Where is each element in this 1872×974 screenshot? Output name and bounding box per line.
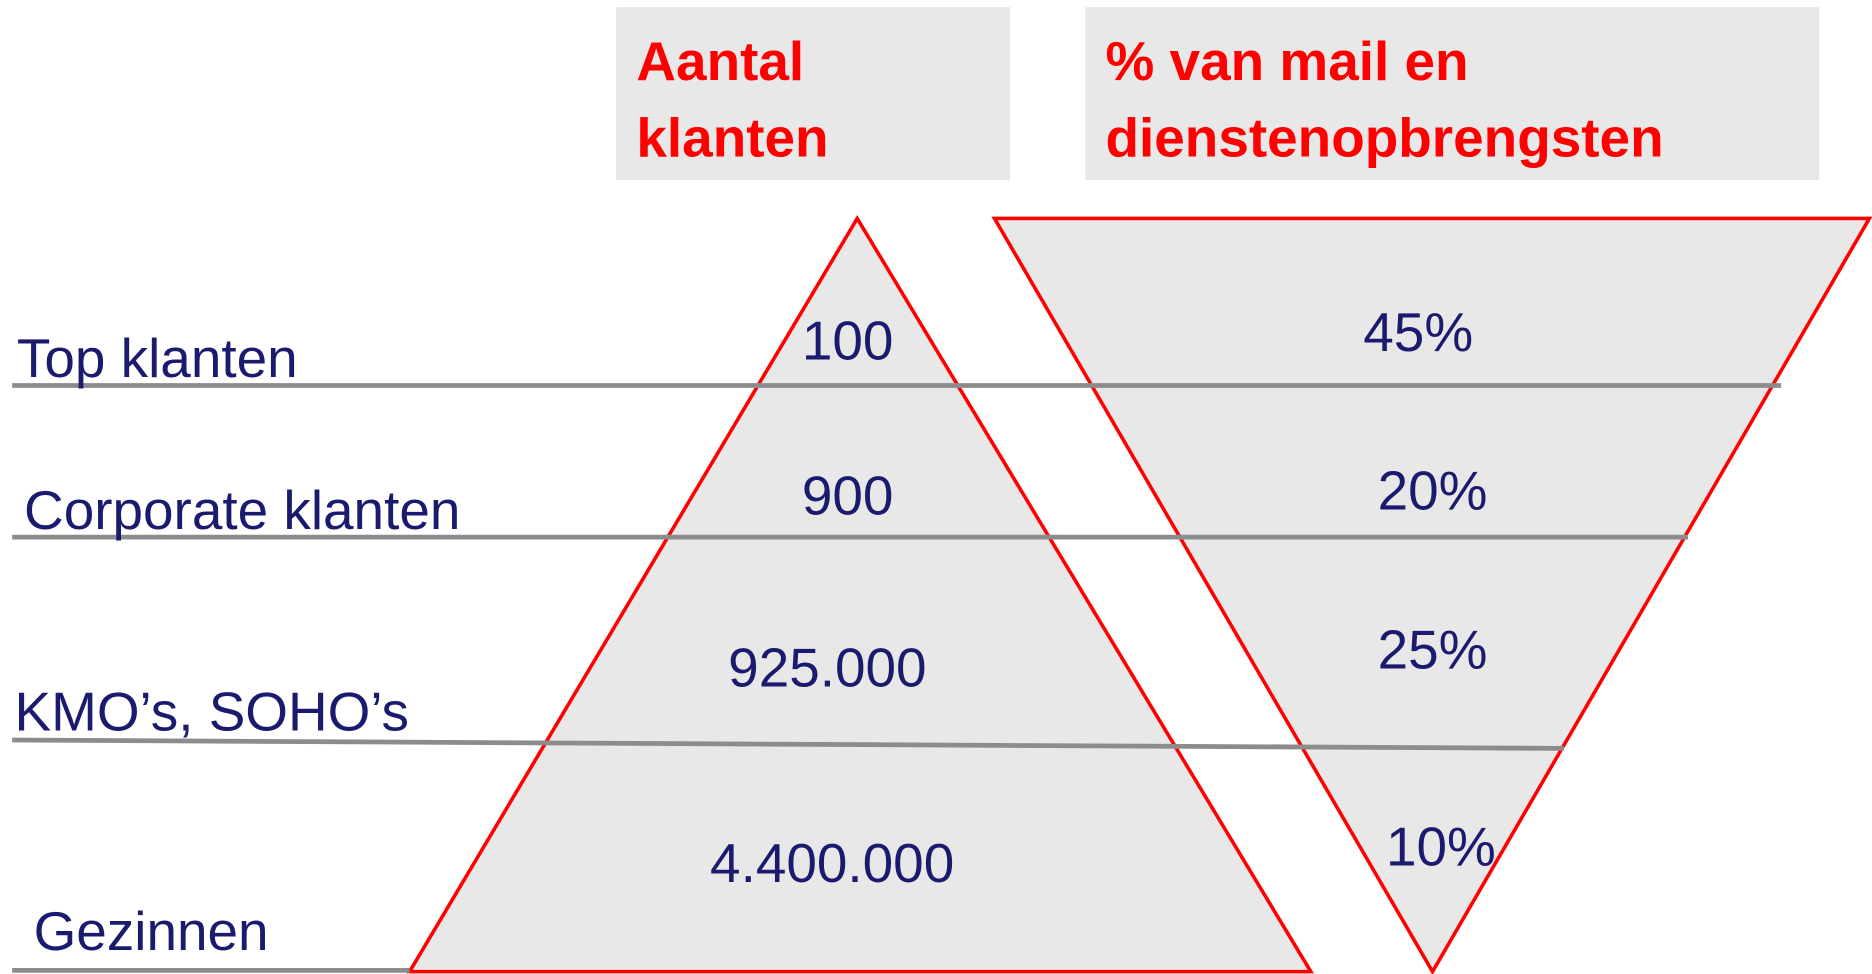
header-text: Aantal: [636, 30, 804, 92]
header-text: % van mail en: [1105, 30, 1468, 92]
inverted-pyramid: [991, 216, 1872, 974]
separator: [12, 737, 1564, 751]
segment-label: Gezinnen: [34, 900, 269, 962]
customer-count: 900: [802, 464, 894, 526]
header-box: [1085, 7, 1820, 181]
revenue-share: 10%: [1386, 815, 1496, 877]
revenue-share: 45%: [1363, 301, 1473, 363]
header-text: dienstenopbrengsten: [1105, 106, 1663, 168]
pyramid: [406, 214, 1314, 974]
customer-count: 925.000: [728, 636, 926, 698]
header-box: [616, 7, 1011, 181]
segment-label: Top klanten: [17, 327, 298, 389]
segment-label: Corporate klanten: [24, 479, 460, 541]
revenue-share: 20%: [1378, 460, 1488, 522]
customer-count: 4.400.000: [710, 832, 954, 894]
header-text: klanten: [636, 106, 828, 168]
customer-count: 100: [802, 309, 894, 371]
segment-label: KMO’s, SOHO’s: [15, 681, 409, 743]
revenue-share: 25%: [1378, 618, 1488, 680]
